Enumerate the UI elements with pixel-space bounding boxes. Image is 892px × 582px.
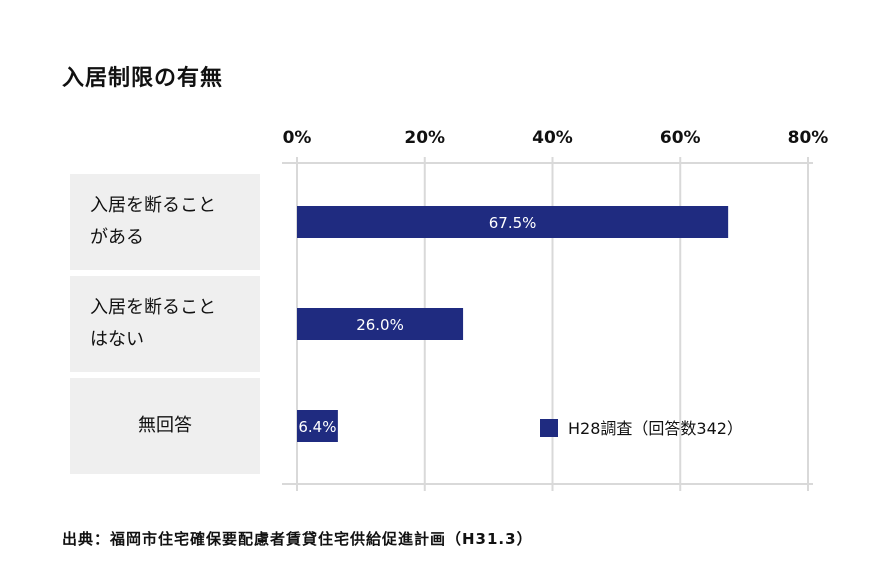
data-label: 6.4% [298, 418, 336, 436]
bar [297, 206, 729, 238]
legend-swatch [540, 419, 558, 437]
category-label-2: 入居を断ること はない [70, 276, 260, 372]
legend-label: H28調査（回答数342） [568, 419, 743, 438]
chart-title: 入居制限の有無 [62, 66, 224, 91]
category-label-3: 無回答 [70, 378, 260, 474]
category-text: 無回答 [138, 415, 192, 436]
category-text: 入居を断ること がある [90, 195, 216, 248]
bar [297, 308, 464, 340]
x-tick-label: 0% [283, 128, 312, 148]
x-tick-label: 20% [404, 128, 445, 148]
x-tick-label: 80% [788, 128, 829, 148]
x-tick-label: 60% [660, 128, 701, 148]
data-label: 26.0% [356, 316, 404, 334]
x-tick-label: 40% [532, 128, 573, 148]
bar [297, 410, 338, 442]
category-text: 入居を断ること はない [90, 297, 216, 350]
source-note: 出典：福岡市住宅確保要配慮者賃貸住宅供給促進計画（H31.3） [62, 530, 533, 548]
category-label-1: 入居を断ること がある [70, 174, 260, 270]
data-label: 67.5% [489, 214, 537, 232]
